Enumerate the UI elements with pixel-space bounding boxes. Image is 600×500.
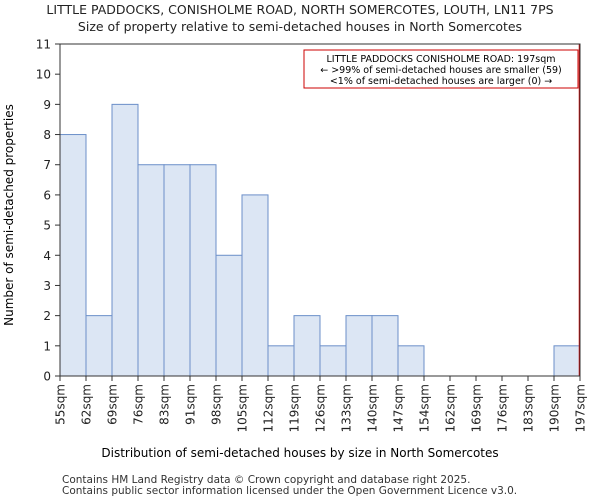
bar [319,345,347,377]
x-tick-label: 176sqm [496,384,510,432]
x-tick-label: 190sqm [548,384,562,432]
bar-group [59,103,581,377]
y-tick-label: 2 [43,309,51,323]
x-tick-label: 140sqm [366,384,380,432]
x-tick-label: 55sqm [54,384,68,425]
bar [189,164,217,377]
x-tick-label: 83sqm [158,384,172,425]
x-tick-label: 162sqm [444,384,458,432]
y-tick-label: 0 [43,370,51,384]
bar [553,345,581,377]
annotation-line-3: <1% of semi-detached houses are larger (… [330,76,552,87]
chart-subtitle: Size of property relative to semi-detach… [77,19,523,34]
y-axis-label: Number of semi-detached properties [2,104,16,326]
y-tick-label: 3 [43,279,51,293]
x-tick-label: 91sqm [184,384,198,425]
y-tick-label: 1 [43,339,51,353]
bar [267,345,295,377]
bar [293,315,321,377]
x-tick-label: 126sqm [314,384,328,432]
y-axis-ticks: 0 1 2 3 4 5 6 7 8 9 10 11 [36,38,60,384]
x-tick-label: 119sqm [288,384,302,432]
plot-frame [59,43,581,377]
x-tick-label: 98sqm [210,384,224,425]
x-tick-label: 62sqm [80,384,94,425]
bar [137,164,165,377]
bar [371,315,399,377]
x-tick-label: 133sqm [340,384,354,432]
histogram-chart: 0 1 2 3 4 5 6 7 8 9 10 11 55sqm 62sqm 69sqm 76sqm 83sqm… [2,38,588,461]
bar [397,345,425,377]
bar [59,134,87,377]
y-tick-label: 4 [43,249,51,263]
y-tick-label: 7 [43,158,51,172]
x-tick-label: 112sqm [262,384,276,432]
x-tick-label: 147sqm [392,384,406,432]
y-tick-label: 6 [43,188,51,202]
footer-line-1: Contains HM Land Registry data © Crown c… [62,474,471,486]
x-tick-label: 76sqm [132,384,146,425]
y-tick-label: 8 [43,128,51,142]
y-tick-label: 10 [36,68,51,82]
x-tick-label: 183sqm [522,384,536,432]
x-tick-label: 105sqm [236,384,250,432]
x-axis-ticks: 55sqm 62sqm 69sqm 76sqm 83sqm 91sqm 98sqm 105sq… [54,376,588,432]
y-tick-label: 9 [43,98,51,112]
footer-line-2: Contains public sector information licen… [62,485,518,497]
x-tick-label: 197sqm [574,384,588,432]
annotation-line-2: ← >99% of semi-detached houses are small… [320,65,562,76]
bar [215,254,243,377]
annotation-line-1: LITTLE PADDOCKS CONISHOLME ROAD: 197sqm [327,54,556,65]
bar [345,315,373,377]
bar [163,164,191,377]
y-tick-label: 11 [36,38,51,52]
bar [111,103,139,377]
x-axis-label: Distribution of semi-detached houses by … [101,446,498,460]
bar [241,194,269,377]
annotation-box: LITTLE PADDOCKS CONISHOLME ROAD: 197sqm … [303,49,579,89]
x-tick-label: 69sqm [106,384,120,425]
x-tick-label: 154sqm [418,384,432,432]
y-tick-label: 5 [43,219,51,233]
bar [85,315,113,377]
x-tick-label: 169sqm [470,384,484,432]
chart-title: LITTLE PADDOCKS, CONISHOLME ROAD, NORTH … [46,2,554,17]
